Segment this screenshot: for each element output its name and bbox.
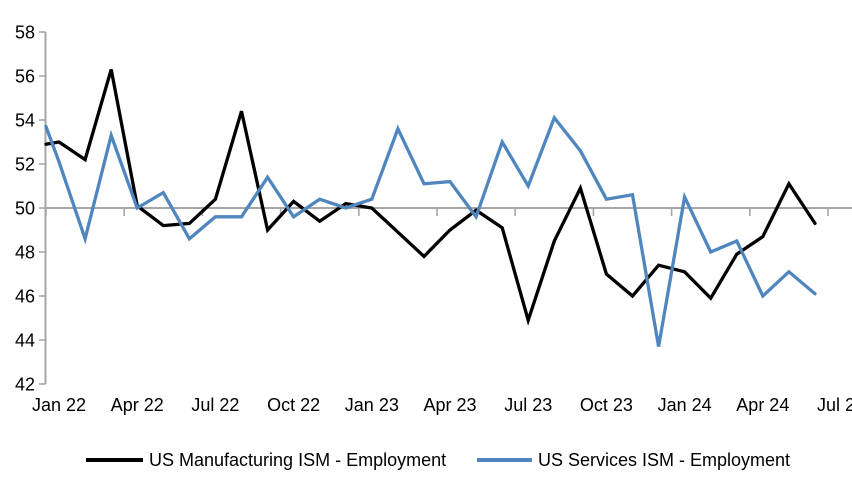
y-axis-tick-label: 56: [15, 67, 35, 87]
y-axis-tick-label: 58: [15, 23, 35, 43]
x-axis-tick-label: Jan 23: [345, 395, 399, 415]
x-axis-tick-label: Jul 22: [191, 395, 239, 415]
manufacturing-line-swatch: [86, 458, 143, 462]
y-axis-tick-label: 54: [15, 111, 35, 131]
services-line-swatch: [477, 458, 532, 462]
x-axis-tick-label: Jan 22: [32, 395, 86, 415]
legend-label-manufacturing: US Manufacturing ISM - Employment: [149, 450, 447, 470]
x-axis-tick-label: Jan 24: [658, 395, 712, 415]
legend-item-manufacturing: US Manufacturing ISM - Employment: [86, 449, 446, 471]
x-axis-tick-label: Apr 23: [424, 395, 477, 415]
x-axis-tick-label: Apr 22: [111, 395, 164, 415]
y-axis-tick-label: 50: [15, 199, 35, 219]
y-axis-tick-label: 46: [15, 287, 35, 307]
x-axis-tick-label: Jul 23: [504, 395, 552, 415]
y-axis-tick-label: 42: [15, 375, 35, 395]
x-axis-tick-label: Jul 24: [817, 395, 852, 415]
x-axis-tick-label: Oct 23: [580, 395, 633, 415]
legend-item-services: US Services ISM - Employment: [477, 449, 790, 471]
x-axis-tick-label: Oct 22: [267, 395, 320, 415]
manufacturing-series-line: [44, 68, 817, 326]
x-axis-tick-label: Apr 24: [736, 395, 789, 415]
y-axis-tick-label: 52: [15, 155, 35, 175]
services-series-line: [44, 114, 817, 347]
y-axis-tick-label: 44: [15, 331, 35, 351]
chart-legend: US Manufacturing ISM - Employment US Ser…: [0, 449, 852, 471]
y-axis-tick-label: 48: [15, 243, 35, 263]
legend-label-services: US Services ISM - Employment: [538, 450, 791, 470]
